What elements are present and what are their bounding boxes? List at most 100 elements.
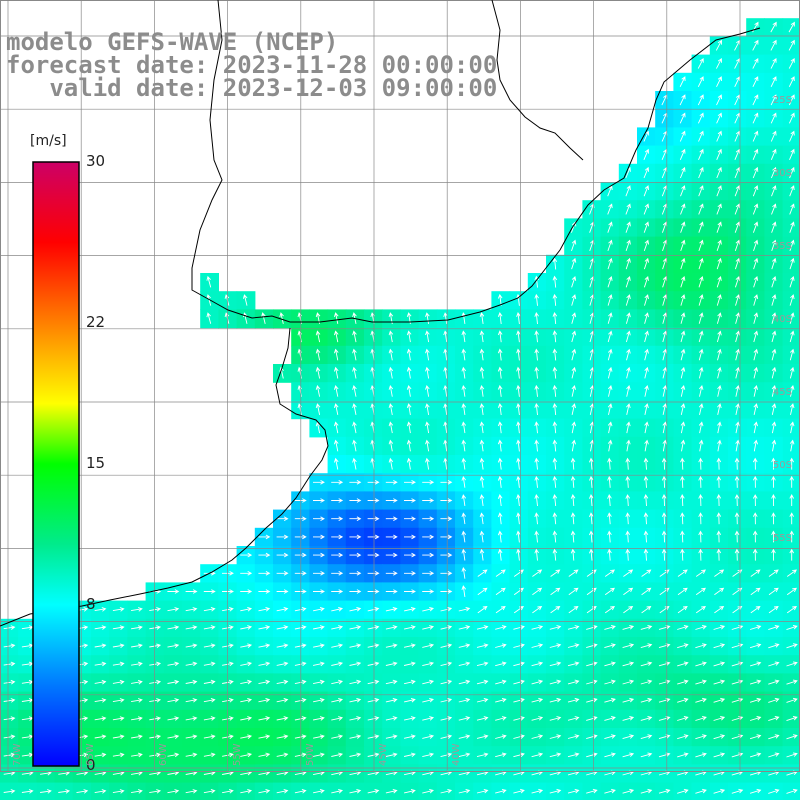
wind-arrow bbox=[203, 734, 216, 739]
wind-arrow bbox=[752, 203, 759, 215]
wind-arrow bbox=[749, 788, 762, 794]
wind-arrow bbox=[716, 294, 722, 306]
wind-arrow bbox=[443, 366, 448, 379]
wind-arrow bbox=[695, 643, 707, 649]
wind-arrow bbox=[771, 403, 777, 415]
wind-arrow bbox=[495, 752, 507, 758]
wind-arrow bbox=[734, 276, 740, 288]
wind-arrow bbox=[786, 661, 798, 667]
wind-arrow bbox=[516, 348, 521, 361]
wind-arrow bbox=[607, 330, 613, 343]
wind-arrow bbox=[495, 788, 507, 794]
wind-arrow bbox=[567, 734, 580, 739]
wind-arrow bbox=[479, 348, 485, 361]
wind-arrow bbox=[479, 384, 485, 397]
wind-arrow bbox=[586, 661, 598, 667]
wind-arrow bbox=[735, 330, 740, 343]
wind-arrow bbox=[240, 734, 253, 739]
wind-arrow bbox=[698, 276, 704, 288]
wind-arrow bbox=[479, 530, 485, 543]
wind-arrow bbox=[604, 788, 616, 794]
wind-arrow bbox=[385, 788, 398, 794]
wind-arrow bbox=[461, 384, 467, 397]
wind-arrow bbox=[185, 589, 198, 594]
wind-arrow bbox=[203, 589, 216, 594]
wind-arrow bbox=[604, 605, 615, 614]
wind-arrow bbox=[495, 734, 507, 739]
wind-arrow bbox=[258, 625, 271, 630]
wind-arrow bbox=[771, 203, 777, 215]
wind-arrow bbox=[131, 716, 143, 721]
wind-arrow bbox=[717, 384, 722, 397]
wind-arrow bbox=[203, 697, 216, 703]
wind-arrow bbox=[422, 606, 435, 612]
wind-arrow bbox=[680, 294, 686, 306]
wind-arrow bbox=[131, 789, 143, 794]
wind-arrow bbox=[662, 439, 668, 452]
wind-arrow bbox=[607, 457, 612, 470]
wind-arrow bbox=[258, 571, 271, 576]
wind-arrow bbox=[513, 734, 525, 739]
wind-arrow bbox=[752, 494, 758, 507]
wind-arrow bbox=[768, 752, 780, 758]
wind-arrow bbox=[479, 312, 485, 324]
wind-arrow bbox=[771, 475, 776, 488]
wind-arrow bbox=[534, 439, 539, 452]
wind-arrow bbox=[714, 569, 725, 577]
wind-arrow bbox=[425, 403, 430, 415]
wind-arrow bbox=[607, 403, 613, 415]
wind-arrow bbox=[534, 312, 539, 325]
wind-arrow bbox=[680, 312, 686, 324]
wind-arrow bbox=[753, 257, 759, 270]
wind-arrow bbox=[607, 475, 612, 488]
wind-arrow bbox=[735, 403, 740, 415]
wind-arrow bbox=[531, 752, 544, 758]
wind-arrow bbox=[714, 605, 725, 614]
wind-arrow bbox=[476, 734, 489, 739]
wind-arrow bbox=[659, 587, 670, 596]
wind-arrow bbox=[786, 569, 797, 577]
wind-arrow bbox=[461, 512, 467, 525]
wind-arrow bbox=[258, 661, 271, 667]
wind-arrow bbox=[513, 661, 525, 667]
wind-arrow bbox=[607, 548, 612, 561]
wind-arrow bbox=[385, 534, 398, 540]
wind-arrow bbox=[532, 587, 543, 596]
wind-arrow bbox=[516, 403, 521, 416]
wind-arrow bbox=[352, 403, 357, 415]
wind-arrow bbox=[734, 112, 741, 124]
wind-arrow bbox=[495, 569, 506, 577]
wind-arrow bbox=[349, 752, 362, 758]
wind-arrow bbox=[752, 530, 758, 543]
wind-arrow bbox=[3, 661, 16, 667]
wind-arrow bbox=[698, 457, 703, 470]
wind-arrow bbox=[680, 512, 685, 525]
wind-arrow bbox=[680, 421, 686, 434]
wind-arrow bbox=[349, 516, 362, 521]
wind-arrow bbox=[698, 530, 703, 543]
wind-arrow bbox=[789, 203, 795, 215]
wind-arrow bbox=[680, 439, 686, 452]
wind-arrow bbox=[734, 94, 741, 106]
wind-arrow bbox=[516, 384, 521, 397]
wind-arrow bbox=[94, 698, 107, 703]
colorbar bbox=[32, 161, 80, 767]
wind-arrow bbox=[3, 643, 16, 649]
wind-arrow bbox=[422, 571, 435, 576]
wind-arrow bbox=[534, 457, 539, 470]
wind-arrow bbox=[680, 548, 685, 561]
wind-arrow bbox=[313, 571, 325, 576]
wind-arrow bbox=[333, 348, 339, 361]
wind-arrow bbox=[789, 330, 795, 343]
wind-arrow bbox=[715, 39, 722, 51]
wind-arrow bbox=[313, 716, 325, 721]
wind-arrow bbox=[440, 625, 453, 630]
wind-arrow bbox=[349, 788, 362, 794]
wind-arrow bbox=[276, 625, 289, 630]
wind-arrow bbox=[385, 625, 398, 630]
wind-arrow bbox=[367, 661, 380, 667]
wind-arrow bbox=[294, 661, 307, 667]
wind-speed-field bbox=[0, 18, 800, 800]
wind-arrow bbox=[644, 384, 649, 397]
wind-arrow bbox=[753, 312, 759, 324]
